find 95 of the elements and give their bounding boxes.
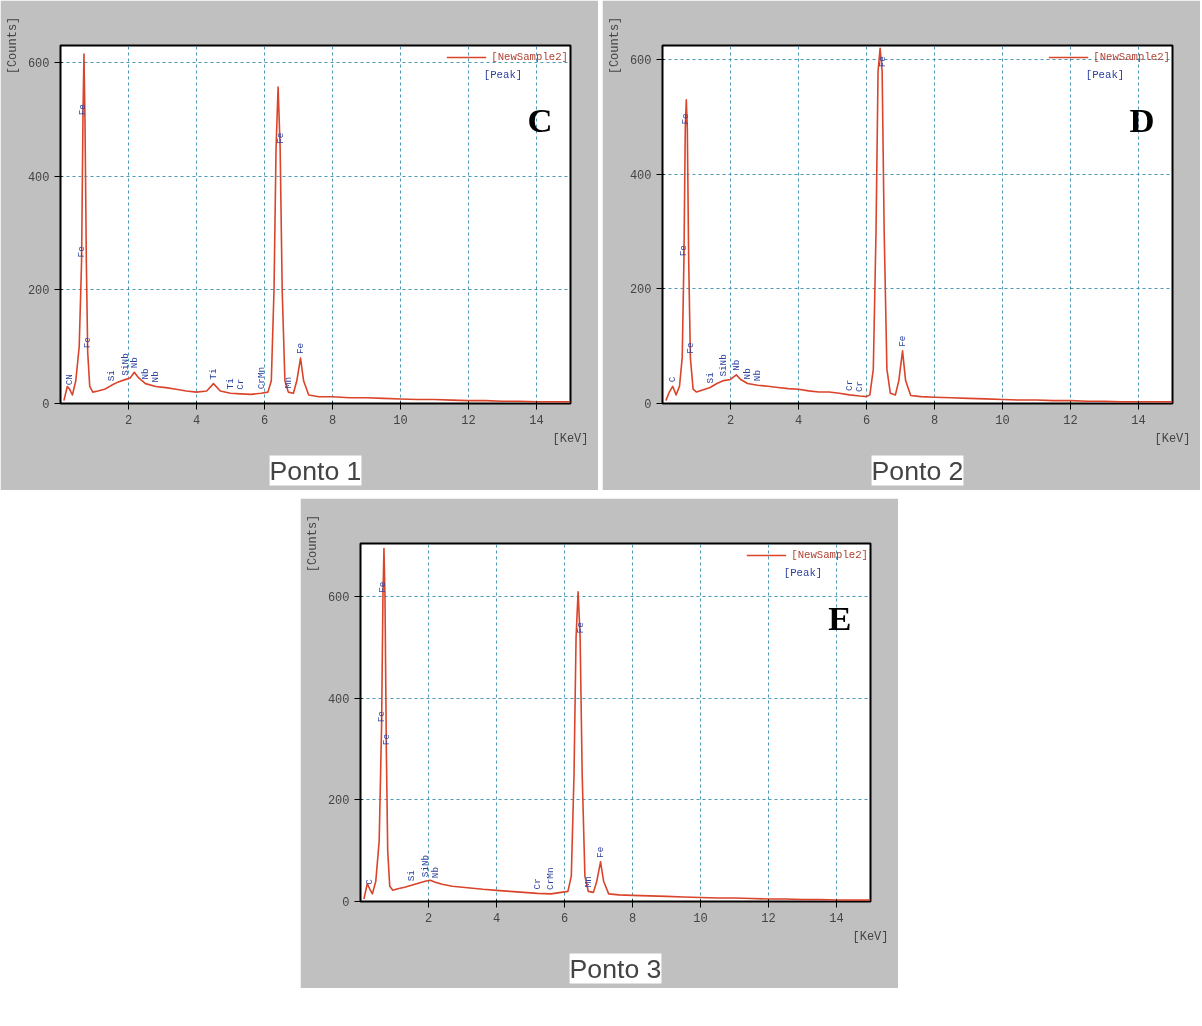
x-tick-label: 8 [328, 413, 337, 428]
annotation: CrMn [255, 366, 267, 390]
annotation: CN [64, 374, 76, 386]
annotation: CrMn [545, 867, 557, 890]
annotation: Fe [77, 104, 89, 116]
x-tick-label: 2 [424, 911, 433, 926]
x-tick-label: 12 [761, 911, 776, 926]
annotation: Fe [274, 132, 286, 144]
y-tick-label: 200 [27, 284, 50, 299]
x-tick-label: 4 [794, 413, 803, 428]
x-axis-title: [KeV] [1154, 431, 1191, 446]
annotation: Fe [574, 622, 586, 634]
y-tick-label: 200 [629, 283, 652, 298]
annotation: Nb [752, 369, 764, 382]
x-tick-label: 10 [393, 413, 408, 428]
annotation: Fe [82, 337, 94, 349]
legend-label: [NewSample2] [791, 549, 868, 561]
annotation: Si [106, 369, 117, 382]
legend-label: [NewSample2] [491, 51, 568, 63]
annotation: C [527, 100, 553, 139]
x-tick-label: 10 [693, 911, 708, 926]
x-tick-label: 2 [726, 413, 735, 428]
annotation: Nb [730, 359, 742, 371]
y-tick-label: 400 [327, 692, 350, 707]
annotation: Fe [595, 846, 607, 858]
annotation: Fe [684, 342, 696, 354]
annotation: Fe [897, 335, 909, 347]
y-tick-label: 400 [27, 170, 50, 185]
x-tick-label: 6 [560, 911, 569, 926]
y-tick-label: 600 [27, 57, 50, 72]
annotation: Fe [376, 711, 388, 723]
y-tick-label: 0 [342, 896, 350, 910]
annotation: [Peak] [483, 69, 523, 82]
line-series [63, 53, 571, 403]
annotation: Cr [235, 378, 247, 390]
annotation: Fe [679, 113, 691, 125]
annotation: Nb [429, 867, 441, 879]
annotation: Nb [128, 357, 140, 369]
annotation: Si [704, 371, 716, 384]
annotation: Mn [582, 876, 594, 888]
annotation: [Peak] [783, 567, 823, 580]
annotation: Fe [377, 581, 389, 593]
x-tick-label: 14 [529, 413, 544, 428]
annotation: Fe [295, 342, 307, 355]
annotation: Si [406, 869, 417, 882]
annotation: Cr [844, 379, 855, 391]
y-tick-label: 600 [327, 591, 350, 606]
x-tick-label: 6 [862, 413, 871, 428]
y-axis-title: [Counts] [305, 514, 320, 573]
annotation: Cr [531, 878, 543, 890]
y-tick-label: 0 [42, 398, 50, 412]
annotation: SiNb [419, 854, 431, 878]
annotation: E [828, 598, 852, 637]
legend-label: [NewSample2] [1093, 51, 1170, 63]
y-axis-title: [Counts] [607, 16, 622, 75]
x-tick-label: 2 [124, 413, 133, 428]
annotation: Fe [876, 56, 888, 68]
x-axis-title: [KeV] [552, 431, 589, 446]
x-tick-label: 12 [1063, 413, 1078, 428]
x-tick-label: 8 [628, 911, 637, 926]
annotation: C [364, 878, 376, 885]
x-tick-label: 4 [492, 911, 501, 926]
annotation: Cr [854, 380, 866, 393]
annotation: Ti [208, 368, 219, 380]
y-tick-label: 600 [629, 54, 652, 69]
annotation: Fe [678, 245, 690, 257]
line-series [665, 47, 1173, 403]
x-tick-label: 8 [930, 413, 939, 428]
x-tick-label: 14 [829, 911, 844, 926]
annotation: C [667, 376, 679, 383]
text: Ponto 2 [871, 455, 964, 486]
x-tick-label: 12 [461, 413, 476, 428]
annotation: Fe [380, 733, 392, 746]
annotation: SiNb [718, 354, 730, 377]
y-axis-title: [Counts] [5, 16, 20, 75]
x-tick-label: 14 [1131, 413, 1146, 428]
annotation: Fe [76, 246, 88, 258]
annotation: [Peak] [1085, 69, 1125, 82]
x-tick-label: 6 [260, 413, 269, 428]
annotation: D [1129, 100, 1155, 139]
x-axis-title: [KeV] [852, 929, 889, 944]
annotation: SiNb [119, 353, 131, 376]
annotation: Nb [140, 368, 151, 380]
annotation: Ti [225, 377, 236, 390]
annotation: Nb [742, 368, 753, 380]
annotation: Nb [150, 371, 162, 383]
text: Ponto 3 [569, 953, 662, 984]
y-tick-label: 400 [629, 168, 652, 183]
line-series [363, 547, 871, 901]
text: Ponto 1 [269, 455, 362, 486]
y-tick-label: 0 [644, 398, 652, 412]
annotation: Mn [282, 376, 294, 389]
x-tick-label: 4 [192, 413, 201, 428]
y-tick-label: 200 [327, 794, 350, 809]
x-tick-label: 10 [995, 413, 1010, 428]
